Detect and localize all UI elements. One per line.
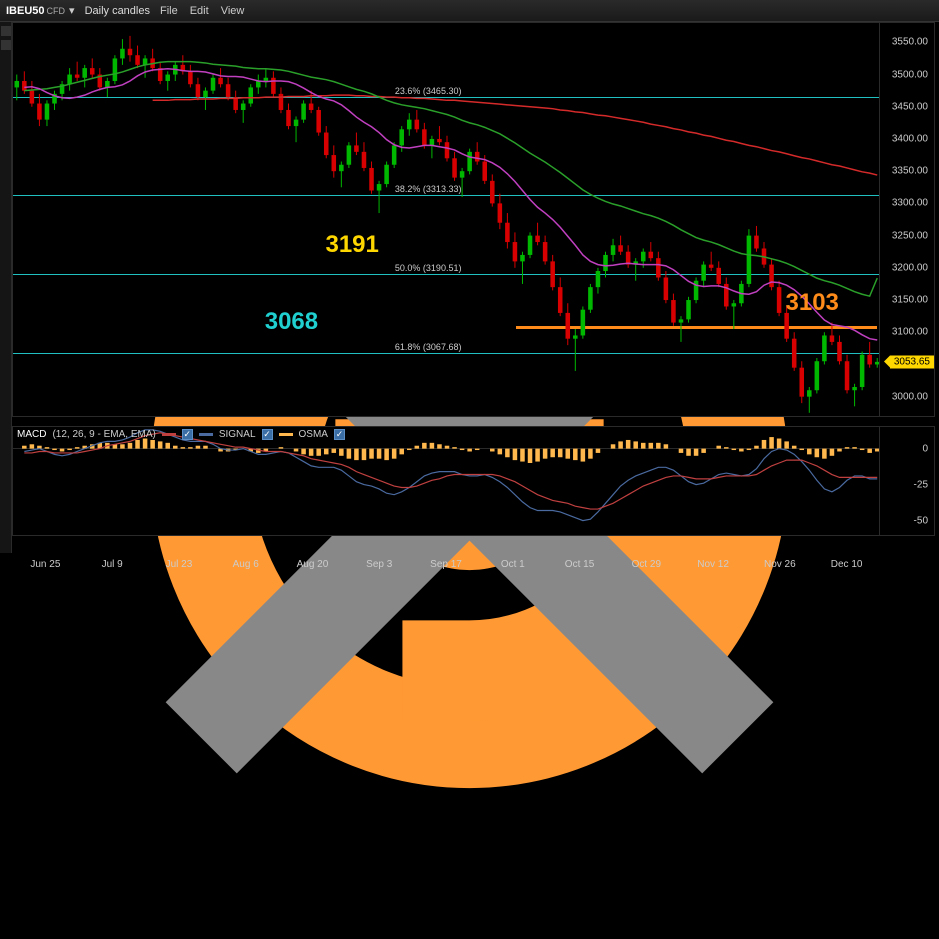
price-tick: 3500.00 [892,69,928,80]
x-tick: Sep 17 [430,559,462,570]
macd-main-toggle[interactable]: ✓ [182,429,193,440]
price-tick: 3450.00 [892,101,928,112]
price-tick: 3200.00 [892,262,928,273]
price-tick: 3400.00 [892,133,928,144]
current-price-flag: 3053.65 [890,356,934,369]
macd-y-axis: 0 -25 -50 [879,427,934,535]
macd-params: (12, 26, 9 - EMA, EMA) [52,429,155,440]
osma-swatch [279,433,293,436]
macd-tick: -50 [914,515,928,526]
price-svg [13,23,881,416]
macd-line-swatch [162,433,176,436]
macd-plot[interactable] [13,427,879,535]
x-tick: Oct 1 [501,559,525,570]
x-tick: Jun 25 [30,559,60,570]
macd-panel: MACD (12, 26, 9 - EMA, EMA) ✓ SIGNAL ✓ O… [12,426,935,536]
ma-line [153,95,878,175]
x-tick: Jul 9 [102,559,123,570]
chart-area: 23.6% (3465.30)38.2% (3313.33)50.0% (319… [12,22,935,553]
price-tick: 3300.00 [892,198,928,209]
x-tick: Oct 29 [632,559,661,570]
x-tick: Aug 6 [233,559,259,570]
price-tick: 3000.00 [892,391,928,402]
price-annotation[interactable]: 3068 [265,308,318,336]
x-tick: Aug 20 [297,559,329,570]
osma-toggle[interactable]: ✓ [334,429,345,440]
price-tick: 3100.00 [892,327,928,338]
tool-1[interactable] [1,26,11,36]
macd-tick: -25 [914,479,928,490]
chart-app: IBEU50 CFD ▾ Daily candles File Edit Vie… [0,0,939,573]
price-annotation[interactable]: 3191 [325,231,378,259]
price-tick: 3350.00 [892,166,928,177]
x-tick: Dec 10 [831,559,863,570]
price-tick: 3250.00 [892,230,928,241]
price-y-axis: 3000.003050.003100.003150.003200.003250.… [879,23,934,416]
x-axis: Jun 25 Jul 9 Jul 23 Aug 6 Aug 20 Sep 3 Sep 17 O… [12,553,880,573]
price-plot[interactable]: 23.6% (3465.30)38.2% (3313.33)50.0% (319… [13,23,879,416]
macd-label: MACD [17,429,46,440]
ma-line [24,69,877,340]
signal-toggle[interactable]: ✓ [262,429,273,440]
macd-tick: 0 [922,443,928,454]
price-annotation[interactable]: 3103 [786,289,839,317]
left-toolbar [0,22,12,553]
macd-header: MACD (12, 26, 9 - EMA, EMA) ✓ SIGNAL ✓ O… [17,429,345,440]
x-tick: Sep 3 [366,559,392,570]
close-icon[interactable] [919,4,933,18]
signal-swatch [199,433,213,436]
toolbar: IBEU50 CFD ▾ Daily candles File Edit Vie… [0,0,939,22]
macd-svg [13,427,881,535]
x-tick: Nov 12 [697,559,729,570]
signal-label: SIGNAL [219,429,256,440]
price-tick: 3150.00 [892,295,928,306]
osma-label: OSMA [299,429,328,440]
tool-2[interactable] [1,40,11,50]
x-tick: Jul 23 [166,559,193,570]
price-tick: 3550.00 [892,37,928,48]
x-tick: Oct 15 [565,559,594,570]
x-tick: Nov 26 [764,559,796,570]
price-panel: 23.6% (3465.30)38.2% (3313.33)50.0% (319… [12,22,935,417]
